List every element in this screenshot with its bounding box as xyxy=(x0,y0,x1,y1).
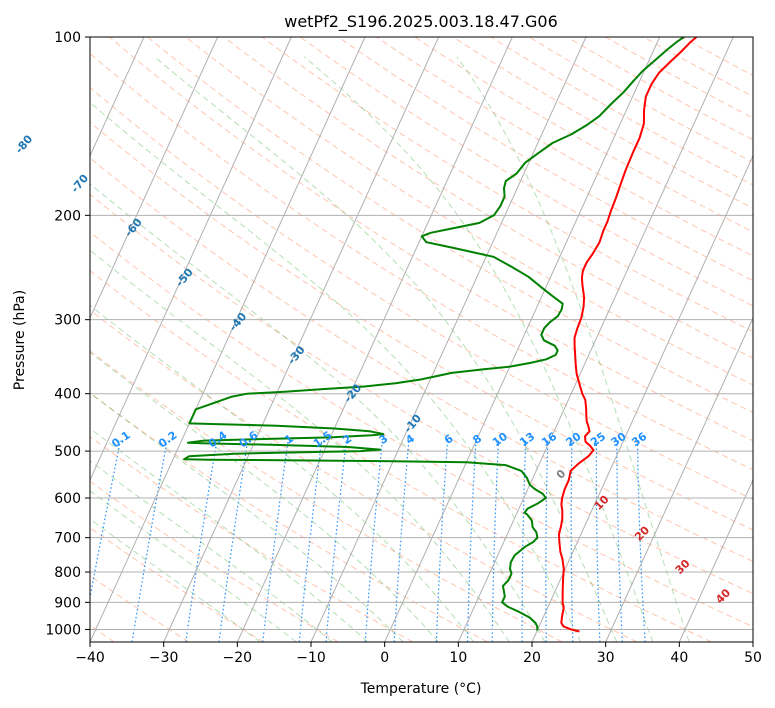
y-tick-label: 200 xyxy=(54,208,81,224)
dry-adiabat-line xyxy=(90,435,414,642)
mixing-ratio-line xyxy=(616,440,623,642)
moist-adiabats xyxy=(90,56,690,642)
isotherm-line xyxy=(531,154,753,642)
mixing-ratio-line xyxy=(185,440,218,642)
isotherm-line xyxy=(457,37,734,642)
y-tick-label: 100 xyxy=(54,30,81,46)
isotherms xyxy=(90,37,753,642)
y-tick-label: 400 xyxy=(54,387,81,403)
x-tick-label: 0 xyxy=(380,650,389,666)
x-tick-label: −20 xyxy=(223,650,253,666)
isotherm-line xyxy=(163,37,440,642)
dry-adiabat-line xyxy=(147,37,753,414)
mixing-ratio-line xyxy=(131,440,168,642)
moist-adiabat-line xyxy=(90,304,475,642)
y-tick-label: 900 xyxy=(54,595,81,611)
sounding-profiles xyxy=(183,37,698,633)
isotherm-line xyxy=(90,37,219,320)
dry-adiabat-line xyxy=(90,86,753,501)
x-tick-label: −30 xyxy=(149,650,179,666)
mixing-ratio-line xyxy=(595,440,601,642)
dry-adiabat-line xyxy=(90,309,638,642)
moist-adiabat-line xyxy=(154,56,618,642)
mixing-ratio-line xyxy=(364,440,383,642)
pressure-gridlines xyxy=(90,37,753,630)
dry-adiabat-line xyxy=(90,121,753,531)
y-tick-label: 1000 xyxy=(45,622,81,638)
x-tick-label: 40 xyxy=(670,650,688,666)
isotherm-line xyxy=(90,37,145,158)
mixing-ratio-line xyxy=(262,440,289,642)
isotherm-line xyxy=(605,316,753,642)
dewpoint-profile-line xyxy=(183,37,685,631)
isotherm-line xyxy=(384,37,661,642)
mixing-ratio-line xyxy=(435,440,449,642)
x-axis: −40 −30 −20 −10 0 10 20 30 40 50 xyxy=(75,642,762,666)
mixing-ratio-line xyxy=(325,440,347,642)
y-tick-label: 800 xyxy=(54,565,81,581)
moist-adiabat-line xyxy=(90,351,439,642)
dry-adiabat-line xyxy=(109,37,753,442)
plot-frame xyxy=(89,36,754,643)
moist-adiabat-line xyxy=(90,490,297,642)
mixing-ratio-line xyxy=(218,440,249,642)
moist-adiabat-line xyxy=(90,101,582,642)
x-axis-title: Temperature (°C) xyxy=(360,681,482,697)
x-tick-label: −10 xyxy=(296,650,326,666)
dry-adiabat-line xyxy=(90,193,753,595)
x-tick-label: 20 xyxy=(523,650,541,666)
mixing-ratio-line xyxy=(570,440,574,642)
x-tick-label: −40 xyxy=(75,650,105,666)
y-tick-label: 300 xyxy=(54,313,81,329)
mixing-ratio-line xyxy=(545,440,549,642)
chart-title: wetPf2_S196.2025.003.18.47.G06 xyxy=(284,12,558,32)
dry-adiabat-line xyxy=(90,350,563,642)
x-tick-label: 10 xyxy=(449,650,467,666)
mixing-ratio-line xyxy=(298,440,323,642)
x-tick-label: 50 xyxy=(744,650,762,666)
moist-adiabat-line xyxy=(303,56,654,642)
moist-adiabat-line xyxy=(456,56,690,642)
dry-adiabat-line xyxy=(299,37,753,307)
mixing-ratio-line xyxy=(466,440,477,642)
y-tick-label: 500 xyxy=(54,444,81,460)
mixing-ratio-lines xyxy=(90,440,646,642)
y-axis: 100 200 300 400 500 600 700 800 900 1000 xyxy=(45,30,90,638)
isotherm-line xyxy=(90,37,292,482)
isotherm-line xyxy=(90,37,366,642)
moist-adiabat-line xyxy=(90,392,404,642)
mixing-ratio-line xyxy=(521,440,527,642)
dry-adiabat-line xyxy=(90,231,753,628)
dry-adiabat-line xyxy=(90,480,339,642)
moist-adiabat-line xyxy=(90,460,333,642)
x-tick-label: 30 xyxy=(597,650,615,666)
mixing-ratio-line xyxy=(636,440,646,642)
isotherm-line xyxy=(678,478,753,642)
y-tick-label: 600 xyxy=(54,491,81,507)
moist-adiabat-line xyxy=(90,427,368,642)
dry-adiabat-line xyxy=(261,37,753,333)
temperature-profile-line xyxy=(558,37,698,633)
isotherm-line xyxy=(236,37,513,642)
y-axis-title: Pressure (hPa) xyxy=(12,290,28,390)
isotherm-line xyxy=(310,37,587,642)
y-tick-label: 700 xyxy=(54,531,81,547)
mixing-ratio-line xyxy=(491,440,500,642)
